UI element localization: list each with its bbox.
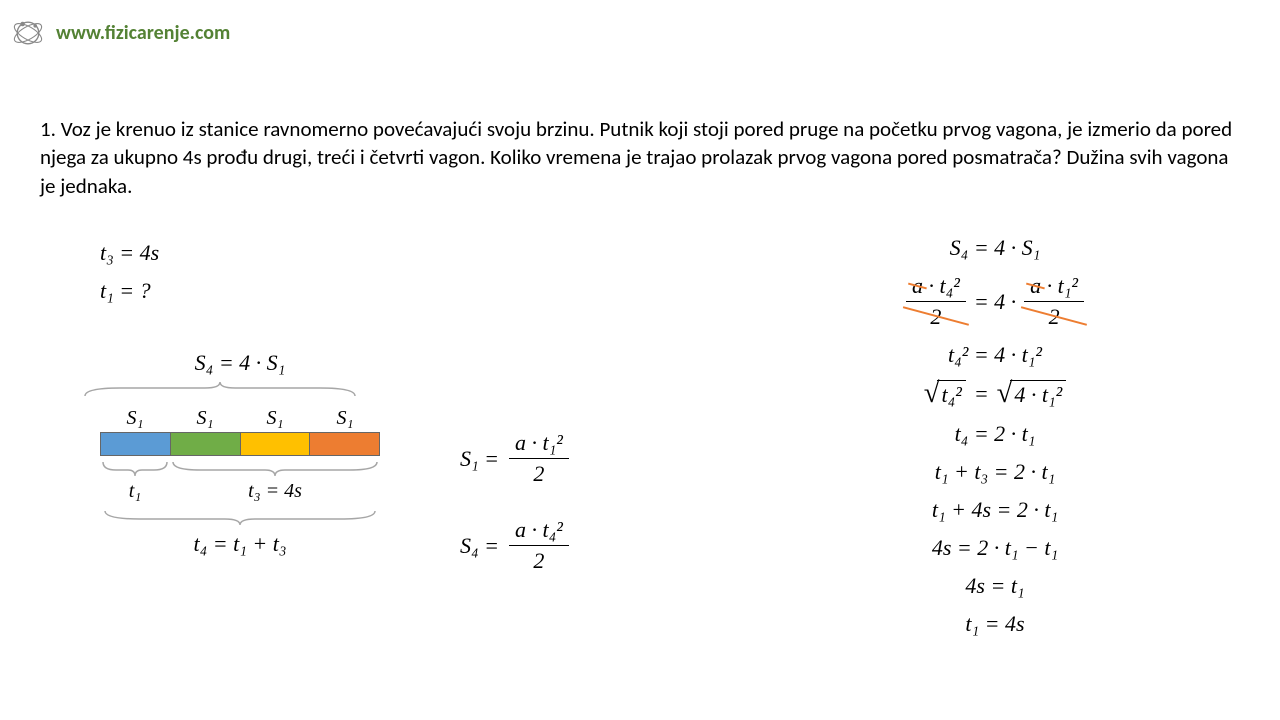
site-url: www.fizicarenje.com — [56, 21, 230, 45]
s1-label: S₁ — [240, 407, 310, 430]
derivation-column: S₄ = 4 · S₁ a · t₄² 2 = 4 · a · t₁² 2 t₄… — [820, 235, 1170, 649]
brace-t3-icon — [170, 460, 380, 478]
brace-t4-icon — [100, 509, 380, 527]
deriv-r7: t₁ + 4s = 2 · t₁ — [820, 497, 1170, 523]
eq-s1: S₁ = a · t₁² 2 — [460, 430, 569, 487]
deriv-r3: t₄² = 4 · t₁² — [820, 342, 1170, 368]
wagon-3 — [241, 433, 311, 455]
train-diagram: S₄ = 4 · S₁ S₁ S₁ S₁ S₁ t₁ t₃ = 4s t₄ = … — [80, 350, 400, 557]
s1-label: S₁ — [310, 407, 380, 430]
s1-label: S₁ — [100, 407, 170, 430]
problem-statement: 1. Voz je krenuo iz stanice ravnomerno p… — [40, 115, 1240, 200]
deriv-r4: √ t₄² = √ 4 · t₁² — [820, 380, 1170, 409]
deriv-r1: S₄ = 4 · S₁ — [820, 235, 1170, 261]
s4-equation: S₄ = 4 · S₁ — [80, 350, 400, 376]
t3-label: t₃ = 4s — [170, 480, 380, 503]
eq-s4-num: a · t₄² — [509, 517, 569, 545]
eq-s4-lhs: S₄ = — [460, 533, 499, 559]
deriv-r6: t₁ + t₃ = 2 · t₁ — [820, 459, 1170, 485]
deriv-r8: 4s = 2 · t₁ − t₁ — [820, 535, 1170, 561]
brace-t1-icon — [100, 460, 170, 478]
eq-s4: S₄ = a · t₄² 2 — [460, 517, 569, 574]
eq-s4-den: 2 — [509, 545, 569, 574]
s1-labels-row: S₁ S₁ S₁ S₁ — [100, 407, 380, 430]
given-t1: t₁ = ? — [100, 278, 159, 304]
logo-icon — [10, 15, 46, 51]
deriv-r5: t₄ = 2 · t₁ — [820, 421, 1170, 447]
wagon-4 — [310, 433, 379, 455]
middle-equations: S₁ = a · t₁² 2 S₄ = a · t₄² 2 — [460, 430, 569, 604]
brace-top-icon — [80, 380, 360, 398]
wagon-1 — [101, 433, 171, 455]
s1-label: S₁ — [170, 407, 240, 430]
brace-bottom-row — [100, 460, 380, 478]
eq-s1-num: a · t₁² — [509, 430, 569, 458]
eq-s1-lhs: S₁ = — [460, 446, 499, 472]
time-labels-row: t₁ t₃ = 4s — [100, 480, 380, 503]
deriv-r2: a · t₄² 2 = 4 · a · t₁² 2 — [820, 273, 1170, 330]
deriv-r9: 4s = t₁ — [820, 573, 1170, 599]
deriv-r10: t₁ = 4s — [820, 611, 1170, 637]
t4-equation: t₄ = t₁ + t₃ — [80, 531, 400, 557]
given-t3: t₃ = 4s — [100, 240, 159, 266]
eq-s1-den: 2 — [509, 458, 569, 487]
given-values: t₃ = 4s t₁ = ? — [100, 240, 159, 316]
t1-label: t₁ — [100, 480, 170, 503]
page-header: www.fizicarenje.com — [10, 15, 230, 51]
wagon-2 — [171, 433, 241, 455]
wagon-row — [100, 432, 380, 456]
